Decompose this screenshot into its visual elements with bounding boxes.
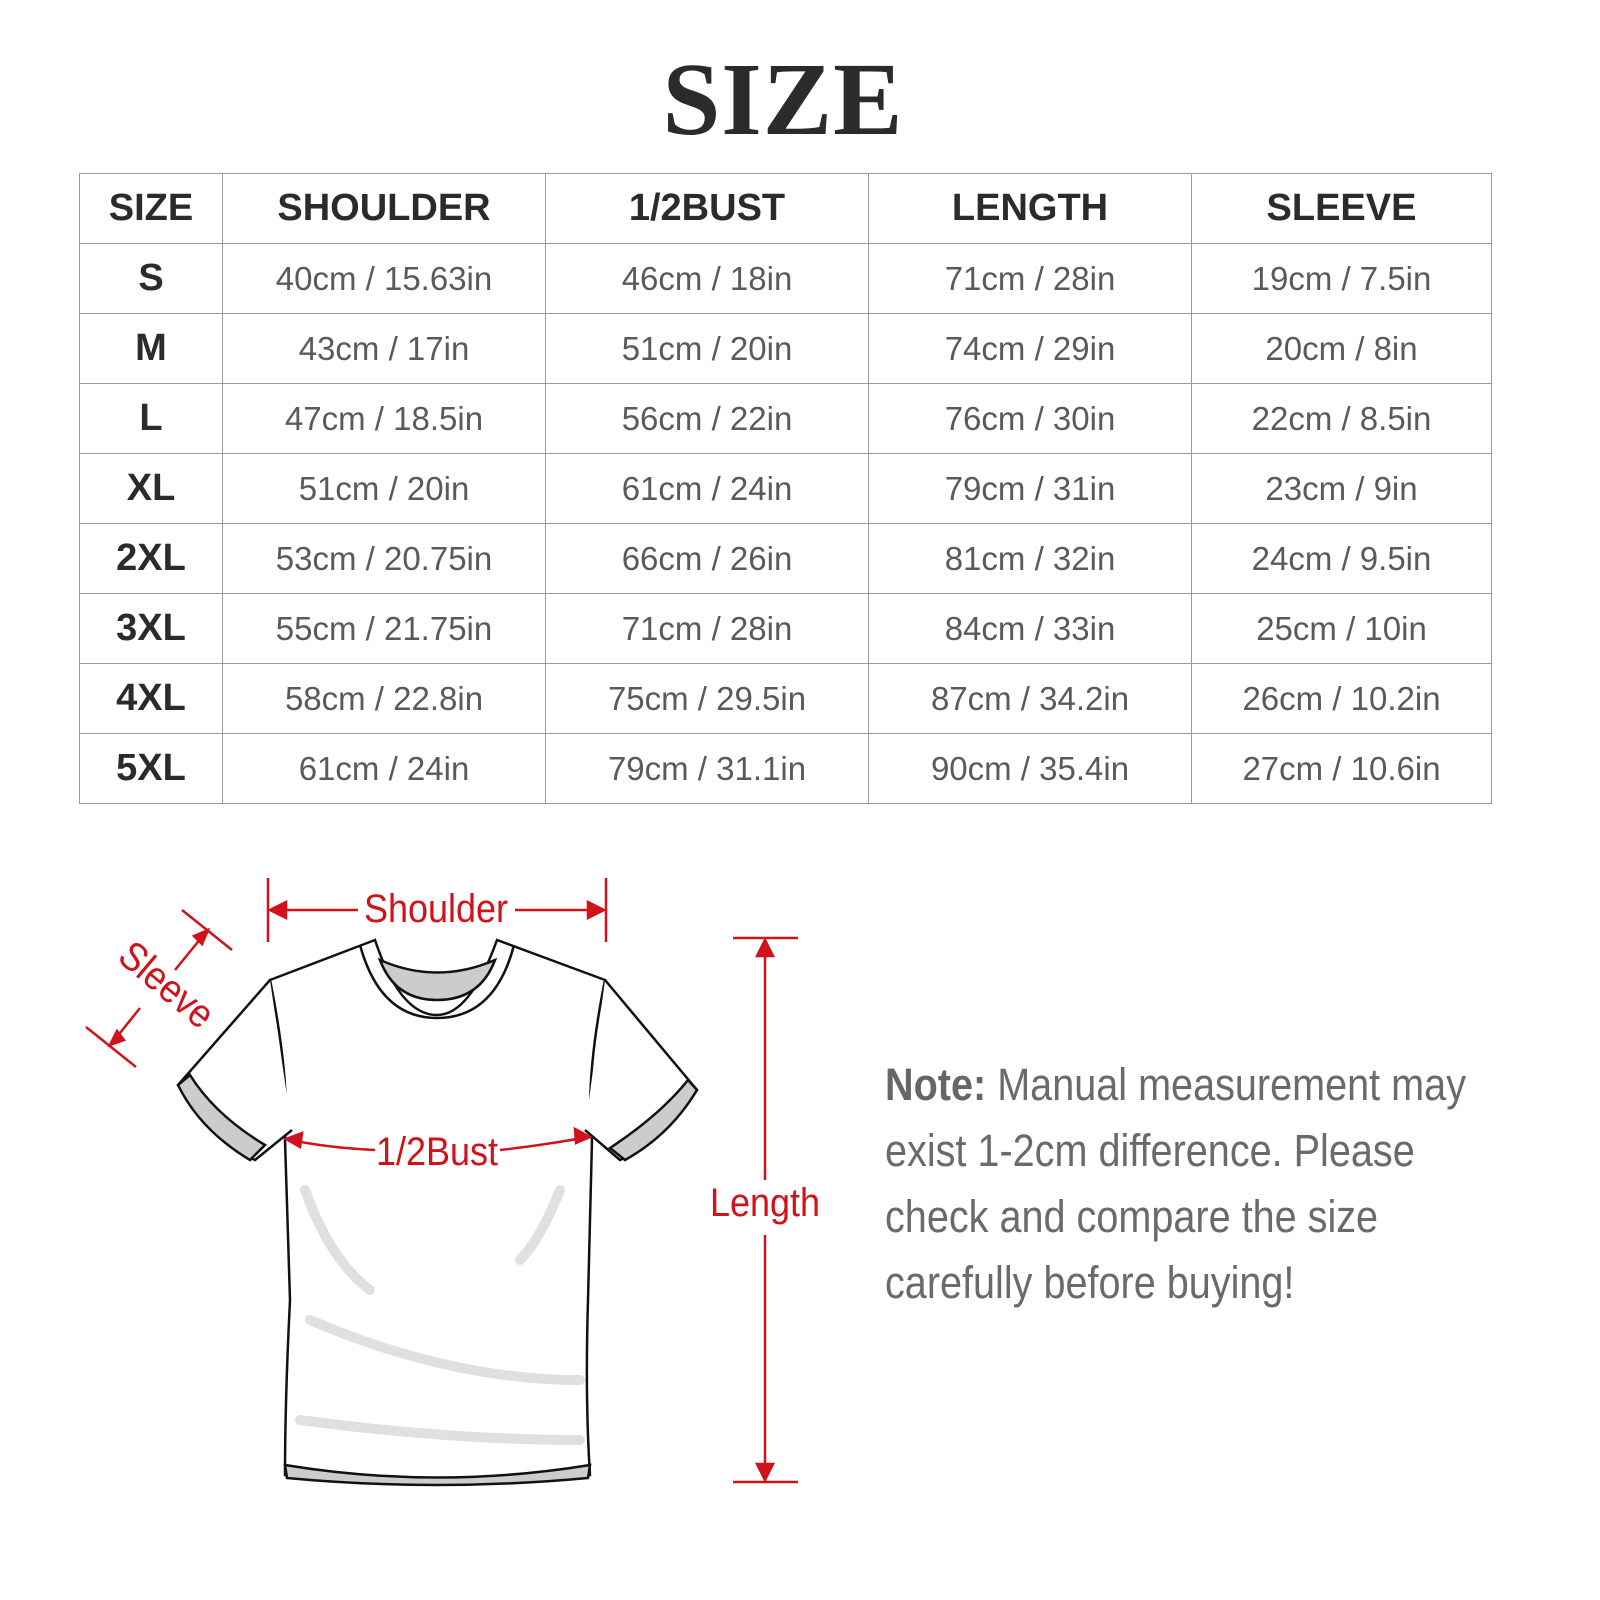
measurement-cell: 58cm / 22.8in bbox=[222, 663, 546, 734]
measurement-cell: 79cm / 31.1in bbox=[545, 733, 869, 804]
column-header: 1/2BUST bbox=[545, 173, 869, 244]
column-header: SIZE bbox=[79, 173, 223, 244]
page-title: SIZE bbox=[662, 42, 904, 157]
measurement-cell: 90cm / 35.4in bbox=[868, 733, 1192, 804]
measurement-cell: 61cm / 24in bbox=[545, 453, 869, 524]
size-cell: 4XL bbox=[79, 663, 223, 734]
tshirt-icon bbox=[176, 938, 699, 1487]
measurement-cell: 40cm / 15.63in bbox=[222, 243, 546, 314]
measurement-cell: 75cm / 29.5in bbox=[545, 663, 869, 734]
size-table: SIZE SHOULDER 1/2BUST LENGTH SLEEVE S 40cm / … bbox=[79, 173, 1492, 804]
measurement-cell: 74cm / 29in bbox=[868, 313, 1192, 384]
table-row: 5XL 61cm / 24in 79cm / 31.1in 90cm / 35.4in… bbox=[79, 733, 1492, 804]
measurement-cell: 53cm / 20.75in bbox=[222, 523, 546, 594]
table-row: 3XL 55cm / 21.75in 71cm / 28in 84cm / 33in 2… bbox=[79, 593, 1492, 664]
measurement-cell: 20cm / 8in bbox=[1191, 313, 1492, 384]
measurement-cell: 81cm / 32in bbox=[868, 523, 1192, 594]
measurement-cell: 55cm / 21.75in bbox=[222, 593, 546, 664]
table-row: 2XL 53cm / 20.75in 66cm / 26in 81cm / 32in 2… bbox=[79, 523, 1492, 594]
shoulder-label: Shoulder bbox=[364, 887, 508, 931]
measurement-cell: 26cm / 10.2in bbox=[1191, 663, 1492, 734]
table-row: L 47cm / 18.5in 56cm / 22in 76cm / 30in 22cm… bbox=[79, 383, 1492, 454]
table-row: XL 51cm / 20in 61cm / 24in 79cm / 31in 23cm … bbox=[79, 453, 1492, 524]
measurement-cell: 61cm / 24in bbox=[222, 733, 546, 804]
measurement-cell: 25cm / 10in bbox=[1191, 593, 1492, 664]
size-cell: 5XL bbox=[79, 733, 223, 804]
measurement-cell: 19cm / 7.5in bbox=[1191, 243, 1492, 314]
measurement-cell: 46cm / 18in bbox=[545, 243, 869, 314]
column-header: SLEEVE bbox=[1191, 173, 1492, 244]
table-row: M 43cm / 17in 51cm / 20in 74cm / 29in 20cm /… bbox=[79, 313, 1492, 384]
measurement-arrows bbox=[85, 878, 798, 1484]
measurement-cell: 23cm / 9in bbox=[1191, 453, 1492, 524]
measurement-cell: 22cm / 8.5in bbox=[1191, 383, 1492, 454]
measurement-cell: 66cm / 26in bbox=[545, 523, 869, 594]
measurement-cell: 71cm / 28in bbox=[545, 593, 869, 664]
size-cell: M bbox=[79, 313, 223, 384]
bust-label: 1/2Bust bbox=[376, 1130, 498, 1174]
measurement-cell: 76cm / 30in bbox=[868, 383, 1192, 454]
note-text: Note: Manual measurement may exist 1-2cm… bbox=[885, 1052, 1519, 1316]
measurement-cell: 27cm / 10.6in bbox=[1191, 733, 1492, 804]
sleeve-label: Sleeve bbox=[110, 933, 223, 1038]
size-cell: 3XL bbox=[79, 593, 223, 664]
size-cell: L bbox=[79, 383, 223, 454]
table-row: 4XL 58cm / 22.8in 75cm / 29.5in 87cm / 34.2… bbox=[79, 663, 1492, 734]
measurement-cell: 43cm / 17in bbox=[222, 313, 546, 384]
size-cell: XL bbox=[79, 453, 223, 524]
note-label: Note: bbox=[885, 1059, 987, 1110]
size-cell: S bbox=[79, 243, 223, 314]
measurement-cell: 84cm / 33in bbox=[868, 593, 1192, 664]
measurement-cell: 56cm / 22in bbox=[545, 383, 869, 454]
length-label: Length bbox=[710, 1181, 820, 1225]
note-body: Manual measurement may exist 1-2cm diffe… bbox=[885, 1059, 1466, 1308]
measurement-cell: 51cm / 20in bbox=[545, 313, 869, 384]
column-header: LENGTH bbox=[868, 173, 1192, 244]
table-header-row: SIZE SHOULDER 1/2BUST LENGTH SLEEVE bbox=[79, 173, 1492, 244]
measurement-cell: 51cm / 20in bbox=[222, 453, 546, 524]
measurement-cell: 71cm / 28in bbox=[868, 243, 1192, 314]
measurement-cell: 24cm / 9.5in bbox=[1191, 523, 1492, 594]
table-row: S 40cm / 15.63in 46cm / 18in 71cm / 28in 19c… bbox=[79, 243, 1492, 314]
